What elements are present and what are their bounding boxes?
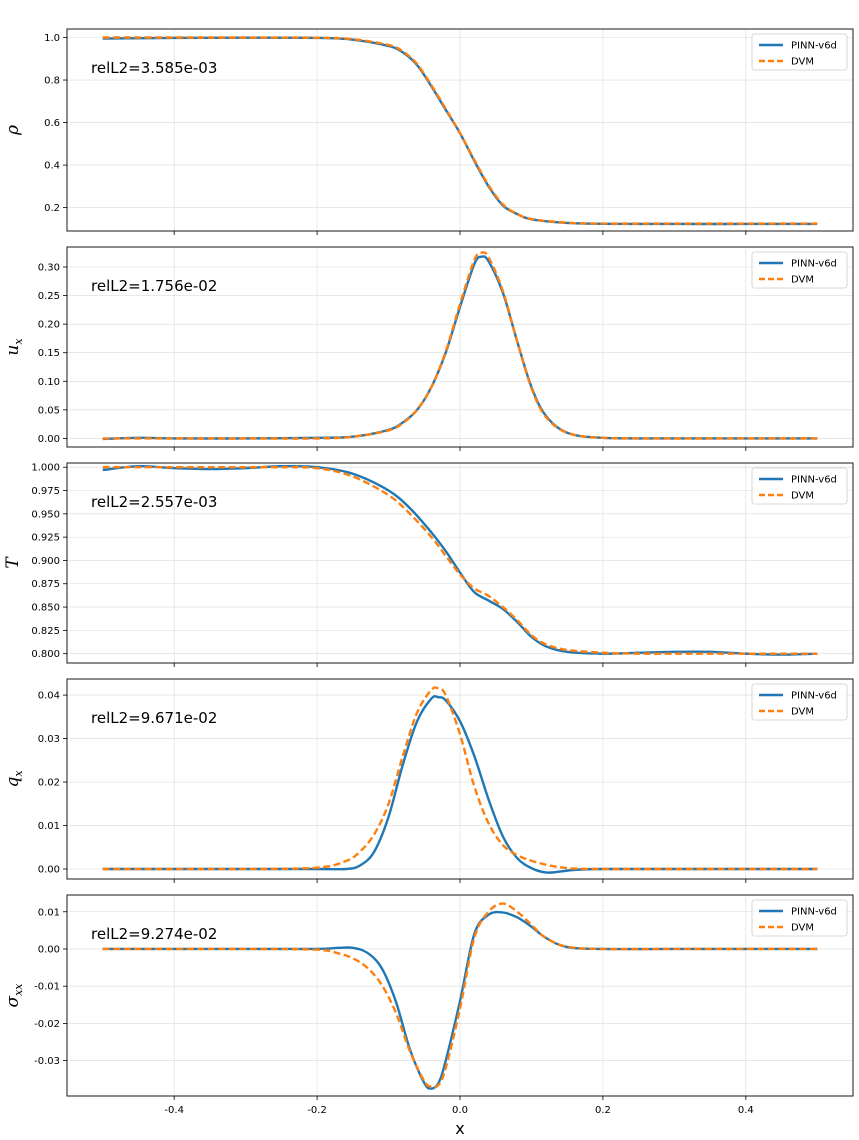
dvm-series-line — [102, 251, 818, 440]
x-tick-label: 0.4 — [738, 1105, 754, 1116]
y-tick-label: 0.850 — [31, 603, 60, 614]
y-tick-label: 0.900 — [31, 556, 60, 567]
y-tick-label: 0.01 — [38, 821, 60, 832]
y-tick-label: -0.03 — [34, 1056, 60, 1067]
y-tick-label: 0.02 — [38, 778, 60, 789]
y-tick-label: 0.950 — [31, 509, 60, 520]
legend: PINN-v6d DVM — [751, 683, 848, 721]
rel-l2-annotation: relL2=9.671e-02 — [91, 709, 217, 727]
y-tick-label: 0.8 — [44, 76, 60, 87]
legend-label: PINN-v6d — [791, 41, 837, 52]
legend-frame — [751, 683, 848, 721]
legend-label: PINN-v6d — [791, 691, 837, 702]
rel-l2-annotation: relL2=3.585e-03 — [91, 59, 217, 77]
legend-frame — [751, 899, 848, 937]
y-tick-label: 0.825 — [31, 626, 60, 637]
x-tick-label: -0.4 — [164, 1105, 184, 1116]
y-tick-label: 0.00 — [38, 944, 60, 955]
legend-label: PINN-v6d — [791, 259, 837, 270]
rel-l2-annotation: relL2=9.274e-02 — [91, 925, 217, 943]
legend: PINN-v6d DVM — [751, 899, 848, 937]
y-tick-label: 0.30 — [38, 263, 60, 274]
y-tick-label: 0.15 — [38, 348, 60, 359]
x-tick-label: 0.2 — [595, 1105, 611, 1116]
legend-label: DVM — [791, 491, 814, 502]
y-tick-label: 0.25 — [38, 291, 60, 302]
subplot-2: 0.00 0.05 0.10 0.15 0.20 0.25 0.30 ux relL2=1.75… — [3, 246, 854, 451]
legend-label: DVM — [791, 275, 814, 286]
y-tick-label: 0.800 — [31, 649, 60, 660]
dvm-series-line — [102, 465, 818, 655]
y-tick-label: 0.875 — [31, 579, 60, 590]
y-tick-label: -0.01 — [34, 982, 60, 993]
y-tick-label: 0.05 — [38, 405, 60, 416]
legend-label: DVM — [791, 57, 814, 68]
y-tick-label: 0.975 — [31, 486, 60, 497]
legend-label: DVM — [791, 923, 814, 934]
subplot-3: 0.800 0.825 0.850 0.875 0.900 0.925 0.950 0.975… — [3, 462, 854, 667]
legend: PINN-v6d DVM — [751, 467, 848, 505]
x-tick-label: -0.2 — [307, 1105, 327, 1116]
y-tick-label: 1.000 — [31, 463, 60, 474]
x-tick-label: 0.0 — [452, 1105, 468, 1116]
y-tick-label: 0.20 — [38, 320, 60, 331]
rel-l2-annotation: relL2=2.557e-03 — [91, 493, 217, 511]
y-tick-label: 0.04 — [38, 691, 60, 702]
dvm-series-line — [102, 902, 818, 1089]
legend-label: PINN-v6d — [791, 907, 837, 918]
y-tick-label: 0.03 — [38, 734, 60, 745]
y-tick-label: 0.4 — [44, 161, 60, 172]
y-tick-label: 0.6 — [44, 118, 60, 129]
y-tick-label: 0.2 — [44, 203, 60, 214]
y-axis-label: ux — [3, 338, 25, 356]
x-axis-label: x — [455, 1119, 464, 1138]
dvm-series-line — [102, 36, 818, 225]
y-axis-label: σxx — [3, 983, 25, 1008]
subplot-1: 0.2 0.4 0.6 0.8 1.0 ρ relL2=3.585e-03 PINN-v6d D… — [3, 28, 854, 235]
legend: PINN-v6d DVM — [751, 251, 848, 289]
y-tick-label: 1.0 — [44, 33, 60, 44]
subplot-5: -0.03 -0.02 -0.01 0.00 0.01 -0.4 -0.2 0.0 0.2 0.4… — [3, 894, 854, 1138]
legend-frame — [751, 33, 848, 71]
legend-label: DVM — [791, 707, 814, 718]
y-tick-label: 0.01 — [38, 907, 60, 918]
y-tick-label: 0.925 — [31, 533, 60, 544]
y-tick-label: 0.00 — [38, 434, 60, 445]
y-tick-label: 0.00 — [38, 865, 60, 876]
legend-frame — [751, 467, 848, 505]
y-axis-label: ρ — [3, 125, 23, 136]
rel-l2-annotation: relL2=1.756e-02 — [91, 277, 217, 295]
legend: PINN-v6d DVM — [751, 33, 848, 71]
legend-frame — [751, 251, 848, 289]
y-tick-label: 0.10 — [38, 377, 60, 388]
y-tick-label: -0.02 — [34, 1019, 60, 1030]
legend-label: PINN-v6d — [791, 475, 837, 486]
y-axis-label: qx — [3, 770, 25, 788]
subplot-4: 0.00 0.01 0.02 0.03 0.04 qx relL2=9.671e-02 PIN… — [3, 678, 854, 883]
y-axis-label: T — [3, 556, 23, 569]
dvm-series-line — [102, 686, 818, 871]
